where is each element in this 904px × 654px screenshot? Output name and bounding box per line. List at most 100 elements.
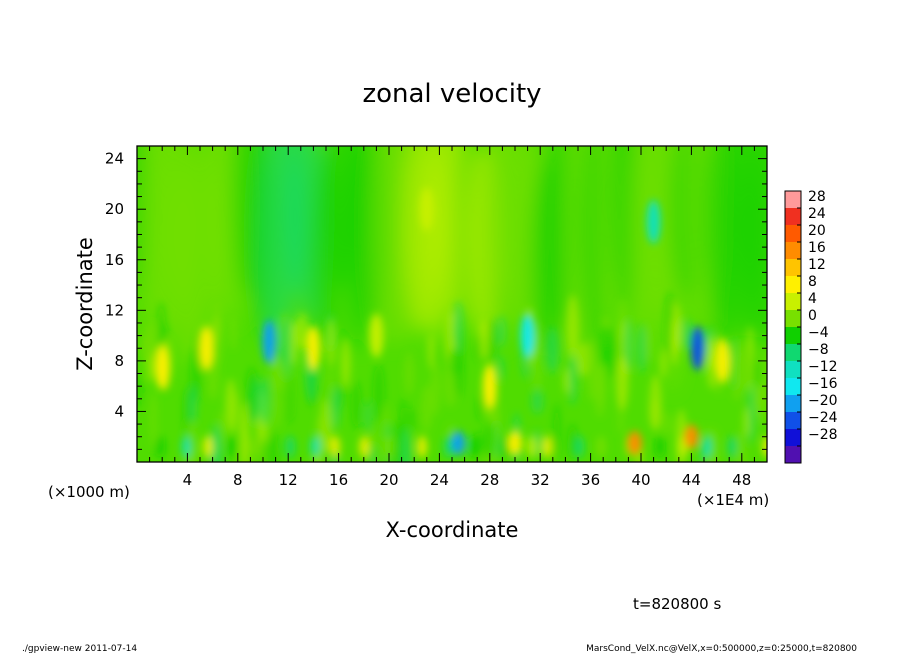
field-filament [746, 326, 755, 393]
field-filament [649, 374, 662, 431]
field-feature [419, 187, 434, 232]
field-filament [245, 366, 258, 424]
field-filament [751, 385, 764, 414]
y-tick-label: 12 [105, 301, 124, 319]
surface-cell [527, 435, 538, 458]
colorbar-label: 0 [808, 308, 817, 324]
field-filament [211, 301, 224, 368]
field-filament [229, 316, 237, 350]
field-filament [295, 313, 309, 350]
source-label: MarsCond_VelX.nc@VelX,x=0:500000,z=0:250… [586, 644, 857, 654]
field-filament [735, 348, 749, 391]
colorbar-swatch [785, 412, 801, 430]
surface-cell [203, 435, 214, 458]
field-filament [637, 323, 647, 373]
field-filament [545, 327, 560, 374]
colorbar-swatch [785, 327, 801, 345]
field-filament [331, 386, 341, 430]
field-filament [479, 319, 489, 360]
field-feature [684, 424, 699, 449]
chart-title: zonal velocity [362, 79, 541, 109]
field-filament [369, 445, 376, 462]
y-axis-label: Z-coordinate [73, 237, 97, 371]
field-filament [597, 325, 612, 367]
field-filament [259, 376, 271, 426]
surface-cell [359, 435, 370, 458]
field-filament [289, 320, 299, 365]
field-filament [566, 294, 579, 361]
field-filament [660, 349, 667, 379]
field-filament [483, 421, 496, 459]
field-filament [286, 375, 293, 425]
field-column [749, 146, 767, 346]
field-filament [351, 380, 362, 430]
field-filament [137, 375, 143, 406]
field-large-scale [137, 146, 767, 394]
field-feature [451, 431, 466, 456]
field-filament [581, 341, 595, 374]
field-filament [420, 384, 433, 432]
y-tick-label: 8 [114, 352, 124, 370]
colorbar-label: 28 [808, 189, 826, 205]
field-filament [568, 348, 578, 406]
surface-cell [155, 435, 166, 458]
field-feature [306, 326, 321, 371]
surface-cell [542, 435, 553, 458]
colorbar-swatch [785, 293, 801, 311]
surface-cell [383, 435, 394, 458]
field-filament [743, 407, 750, 436]
colorbar-label: 20 [808, 223, 826, 239]
colorbar-label: 24 [808, 206, 826, 222]
field-filament [497, 355, 504, 381]
field-filament [476, 394, 484, 422]
field-filament [453, 301, 464, 353]
field-filament [615, 357, 629, 411]
colorbar-label: −4 [808, 325, 829, 341]
surface-cell [596, 435, 607, 458]
field-feature [482, 364, 497, 409]
surface-cell [468, 435, 479, 458]
x-tick-label: 48 [732, 471, 751, 489]
y-tick-label: 16 [105, 251, 124, 269]
program-label: ./gpview-new 2011-07-14 [22, 644, 137, 654]
colorbar-label: −20 [808, 393, 838, 409]
y-tick-label: 20 [105, 200, 124, 218]
x-tick-label: 16 [329, 471, 348, 489]
colorbar-swatch [785, 378, 801, 396]
colorbar-swatch [785, 361, 801, 379]
colorbar-swatch [785, 276, 801, 294]
field-feature [508, 431, 522, 456]
field-feature [199, 326, 214, 371]
colorbar-label: −8 [808, 342, 829, 358]
y-tick-label: 4 [114, 402, 124, 420]
time-label: t=820800 s [633, 595, 721, 613]
colorbar-swatch [785, 242, 801, 260]
field-filament [240, 402, 250, 462]
field-filament [735, 430, 747, 462]
field-filament [662, 411, 672, 436]
field-filament [364, 401, 372, 432]
surface-cell [727, 435, 738, 458]
field-filament [225, 378, 237, 433]
x-tick-label: 20 [379, 471, 398, 489]
colorbar-swatch [785, 259, 801, 277]
x-unit-label: (×1E4 m) [697, 491, 769, 509]
colorbar-swatch [785, 208, 801, 226]
field-filament [157, 301, 166, 349]
colorbar-swatch [785, 446, 801, 464]
colorbar-label: 12 [808, 257, 826, 273]
x-tick-label: 44 [682, 471, 701, 489]
x-tick-label: 12 [279, 471, 298, 489]
y-unit-label: (×1000 m) [48, 483, 130, 501]
field-feature [627, 431, 642, 456]
surface-cell [417, 435, 428, 458]
field-filament [553, 402, 561, 460]
field-filament [530, 388, 544, 414]
field-small-scale [137, 187, 767, 462]
x-tick-label: 36 [581, 471, 600, 489]
field-filament [149, 392, 158, 449]
x-tick-label: 8 [233, 471, 243, 489]
x-tick-label: 24 [430, 471, 449, 489]
colorbar-swatch [785, 310, 801, 328]
